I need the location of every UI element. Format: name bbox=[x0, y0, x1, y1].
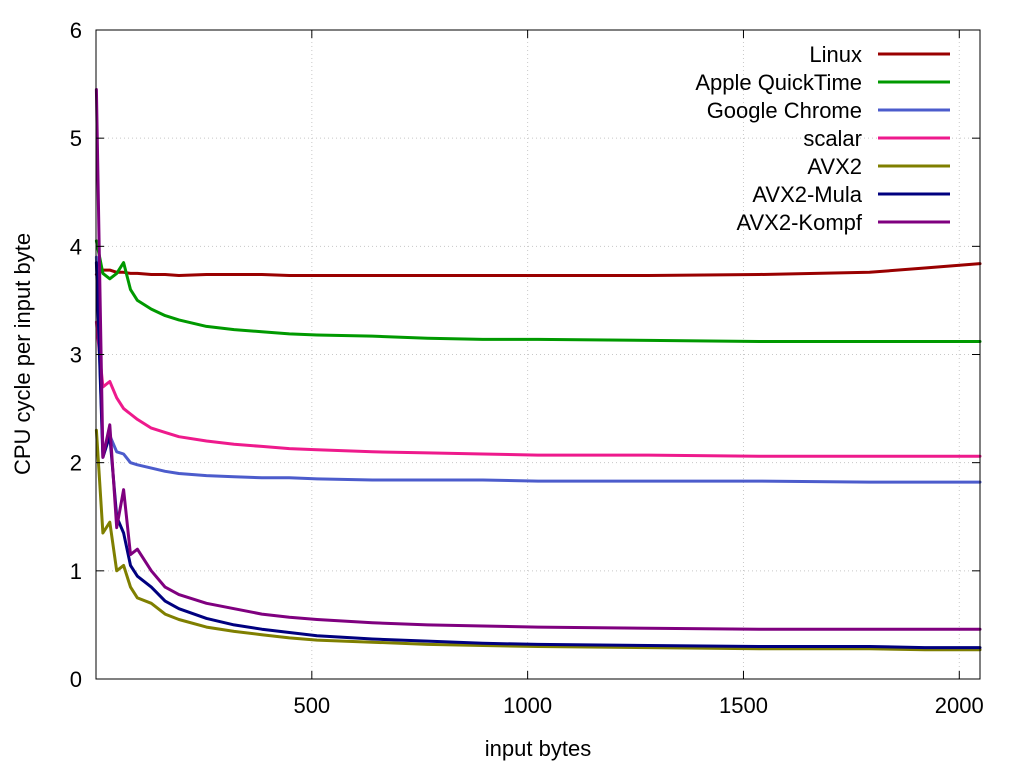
series-line-apple-quicktime bbox=[94, 239, 982, 343]
y-tick-label: 4 bbox=[70, 234, 82, 259]
legend-label-apple-quicktime: Apple QuickTime bbox=[695, 70, 862, 95]
y-tick-label: 2 bbox=[70, 451, 82, 476]
y-tick-label: 5 bbox=[70, 126, 82, 151]
x-tick-label: 2000 bbox=[935, 693, 984, 718]
y-tick-label: 3 bbox=[70, 343, 82, 368]
legend: Linux Apple QuickTime Google Chrome scalar A… bbox=[695, 42, 950, 235]
x-tick-label: 1000 bbox=[503, 693, 552, 718]
y-tick-label: 6 bbox=[70, 18, 82, 43]
series-line-google-chrome bbox=[94, 255, 982, 484]
grid bbox=[96, 30, 980, 679]
legend-label-scalar: scalar bbox=[803, 126, 862, 151]
axis-ticks: 0 1 2 3 4 5 6 500 1000 1500 2000 bbox=[70, 18, 984, 718]
x-axis-label: input bytes bbox=[485, 736, 591, 761]
legend-label-avx2-mula: AVX2-Mula bbox=[752, 182, 862, 207]
series-line-scalar bbox=[94, 320, 982, 458]
legend-label-avx2: AVX2 bbox=[807, 154, 862, 179]
legend-label-avx2-kompf: AVX2-Kompf bbox=[736, 210, 862, 235]
series-line-avx2 bbox=[94, 428, 982, 652]
legend-label-linux: Linux bbox=[809, 42, 862, 67]
x-tick-label: 500 bbox=[293, 693, 330, 718]
y-tick-label: 1 bbox=[70, 559, 82, 584]
y-axis-label: CPU cycle per input byte bbox=[10, 233, 35, 475]
legend-label-google-chrome: Google Chrome bbox=[707, 98, 862, 123]
series-line-linux bbox=[94, 262, 982, 277]
series-lines bbox=[94, 88, 982, 652]
series-line-avx2-mula bbox=[94, 261, 982, 650]
x-tick-label: 1500 bbox=[719, 693, 768, 718]
y-tick-label: 0 bbox=[70, 667, 82, 692]
series-line-avx2-kompf bbox=[94, 88, 982, 631]
